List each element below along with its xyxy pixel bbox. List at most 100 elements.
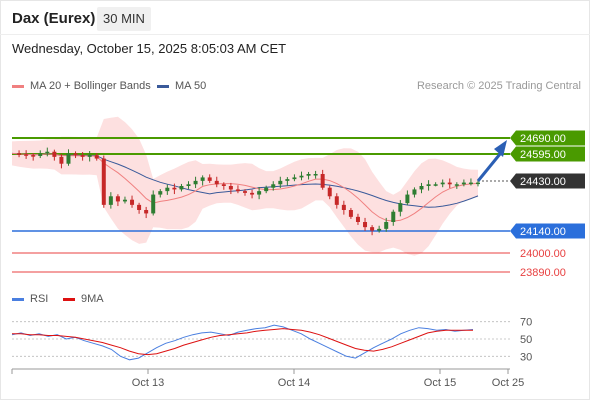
candle-body [24,154,29,156]
level-label-bg [510,223,585,239]
ma20-label: MA 20 + Bollinger Bands [30,80,151,92]
level-label-target: 23890.00 [520,267,566,279]
candle-body [370,227,375,231]
candle-body [285,179,290,181]
level-label-current: 24430.00 [520,176,566,188]
candle-body [398,203,403,212]
timeframe-button[interactable]: 30 MIN [97,7,151,31]
level-label-target: 24000.00 [520,248,566,260]
rsi-ma-line [12,328,473,356]
candle-body [115,196,120,202]
level-label-bg [510,146,585,162]
legend-ma50: MA 50 [157,80,206,92]
forecast-arrow-shaft [476,153,502,182]
candle-body [151,194,156,214]
x-axis-tick-label: Oct 13 [132,377,164,389]
candle-body [384,222,389,229]
candle-body [193,180,198,185]
x-axis-tick-label: Oct 25 [492,377,524,389]
candle-body [426,184,431,186]
candle-body [355,216,360,222]
legend-rsi: RSI [12,293,48,305]
candle-body [299,175,304,178]
candle-body [320,174,325,188]
candle-body [94,155,99,159]
ma50-label: MA 50 [175,80,207,92]
candle-body [334,196,339,205]
level-label-bg [510,173,585,189]
candle-body [306,174,311,176]
candle-body [52,151,57,157]
candle-body [250,192,255,195]
candle-body [271,184,276,188]
candle-body [327,187,332,197]
candle-body [468,182,473,185]
rsi-tick-label: 50 [520,334,532,346]
candle-body [179,186,184,190]
candle-body [144,210,149,214]
candle-body [257,191,262,195]
candle-body [73,153,78,156]
research-credit: Research © 2025 Trading Central [416,80,581,92]
level-label-resistance: 24690.00 [520,133,566,145]
candle-body [38,153,43,156]
candle-body [433,184,438,186]
candle-body [391,211,396,222]
candle-body [87,155,92,157]
candle-body [348,210,353,217]
candle-body [45,151,50,154]
rsi-tick-label: 70 [520,317,532,329]
candle-body [207,177,212,181]
candle-body [158,191,163,195]
candle-body [447,182,452,185]
level-label-resistance: 24595.00 [520,149,566,161]
candle-body [243,191,247,193]
candle-body [313,174,318,176]
bollinger-band [12,116,478,256]
candle-body [66,153,71,164]
candle-body [264,187,269,192]
candle-body [59,156,64,164]
instrument-title: Dax (Eurex) [12,10,96,27]
legend-rsi-ma: 9MA [63,293,104,305]
level-label-bg [510,130,585,146]
candle-body [214,180,219,185]
ma20-swatch-icon [12,84,24,88]
rsi-line [11,324,474,361]
header-divider [0,34,590,35]
legend-ma20: MA 20 + Bollinger Bands [12,80,151,92]
candle-body [419,186,424,190]
candle-body [17,153,22,155]
candle-body [130,199,135,205]
candle-body [137,204,142,210]
rsi-tick-label: 30 [520,351,532,363]
candle-body [476,182,480,185]
forecast-arrow-head [494,140,507,157]
candle-body [412,189,417,195]
rsi-swatch-icon [12,297,24,301]
candle-body [101,158,106,205]
candle-body [172,187,177,190]
rsi-ma-label: 9MA [81,293,104,305]
level-label-support: 24140.00 [520,226,566,238]
candle-body [80,155,85,157]
x-axis-tick-label: Oct 15 [424,377,456,389]
candle-body [292,177,297,180]
candle-body [377,228,382,231]
x-axis-tick-label: Oct 14 [278,377,310,389]
candle-body [31,155,36,157]
ma50-swatch-icon [157,84,169,88]
candle-body [108,196,113,205]
candle-body [278,180,283,185]
candle-body [200,177,205,181]
candle-body [228,186,233,190]
rsi-ma-swatch-icon [63,297,75,301]
candle-body [454,184,459,186]
candle-body [405,194,410,204]
candle-body [440,182,445,185]
chart-datetime: Wednesday, October 15, 2025 8:05:03 AM C… [12,41,287,56]
rsi-label: RSI [30,293,49,305]
candle-body [341,204,346,210]
candle-body [186,184,191,186]
